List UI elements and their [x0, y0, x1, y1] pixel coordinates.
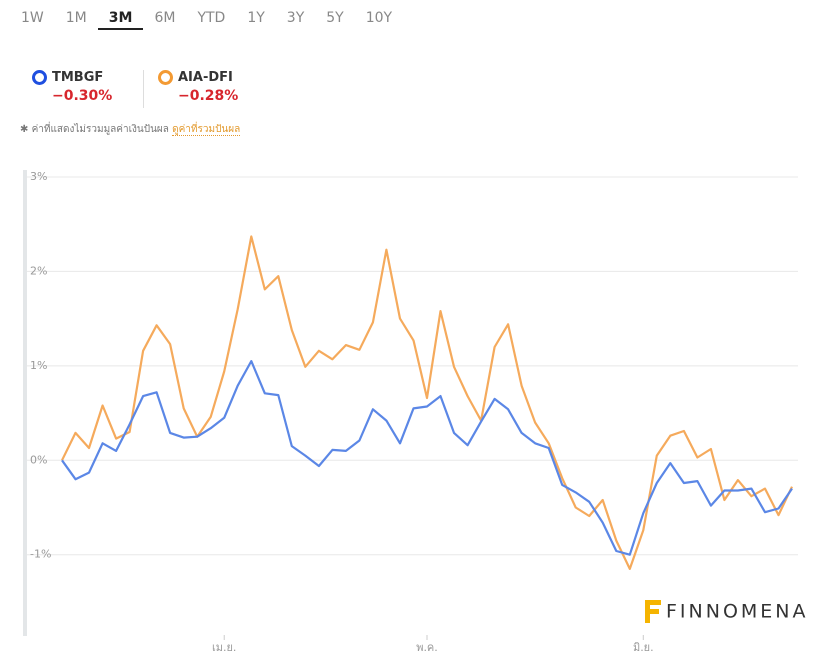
period-tab[interactable]: 1W	[21, 10, 44, 26]
watermark: FINNOMENA	[645, 600, 809, 623]
note-link[interactable]: ดูค่าที่รวมปันผล	[172, 124, 241, 136]
series-line	[61, 235, 793, 570]
period-tab[interactable]: 10Y	[365, 10, 393, 26]
legend-change: −0.28%	[178, 88, 239, 104]
period-tab[interactable]: 3M	[97, 8, 144, 30]
legend-name: TMBGF	[52, 70, 104, 85]
y-tick-label: 3%	[30, 170, 47, 183]
logo	[645, 600, 661, 623]
legend-name: AIA-DFI	[178, 70, 233, 85]
x-tick-label: เม.ย.	[212, 641, 236, 654]
note-text: ค่าที่แสดงไม่รวมมูลค่าเงินปันผล	[31, 124, 169, 135]
y-tick-label: 0%	[30, 453, 47, 466]
period-tab[interactable]: 3Y	[286, 10, 305, 26]
period-tab[interactable]: YTD	[197, 10, 226, 26]
x-tick-label: มิ.ย.	[633, 641, 654, 654]
period-tabs: 1W 1M 3M 6M YTD 1Y 3Y 5Y 10Y	[10, 8, 403, 30]
legend-dot	[32, 70, 47, 85]
axis-bar	[23, 170, 27, 636]
series-line	[61, 360, 793, 556]
y-tick-label: -1%	[30, 548, 51, 561]
legend-item: TMBGF −0.30%	[32, 70, 112, 104]
legend-dot	[158, 70, 173, 85]
note: ✱ ค่าที่แสดงไม่รวมมูลค่าเงินปันผล ดูค่าท…	[20, 124, 241, 136]
period-tab[interactable]: 1M	[65, 10, 87, 26]
y-tick-label: 2%	[30, 264, 47, 277]
divider	[143, 70, 144, 108]
x-tick-label: พ.ค.	[416, 641, 438, 654]
period-tab[interactable]: 5Y	[326, 10, 344, 26]
legend-item: AIA-DFI −0.28%	[158, 70, 238, 104]
watermark-text: FINNOMENA	[666, 601, 809, 623]
y-tick-label: 1%	[30, 359, 47, 372]
legend-change: −0.30%	[52, 88, 113, 104]
period-tab[interactable]: 1Y	[247, 10, 265, 26]
period-tab[interactable]: 6M	[154, 10, 176, 26]
